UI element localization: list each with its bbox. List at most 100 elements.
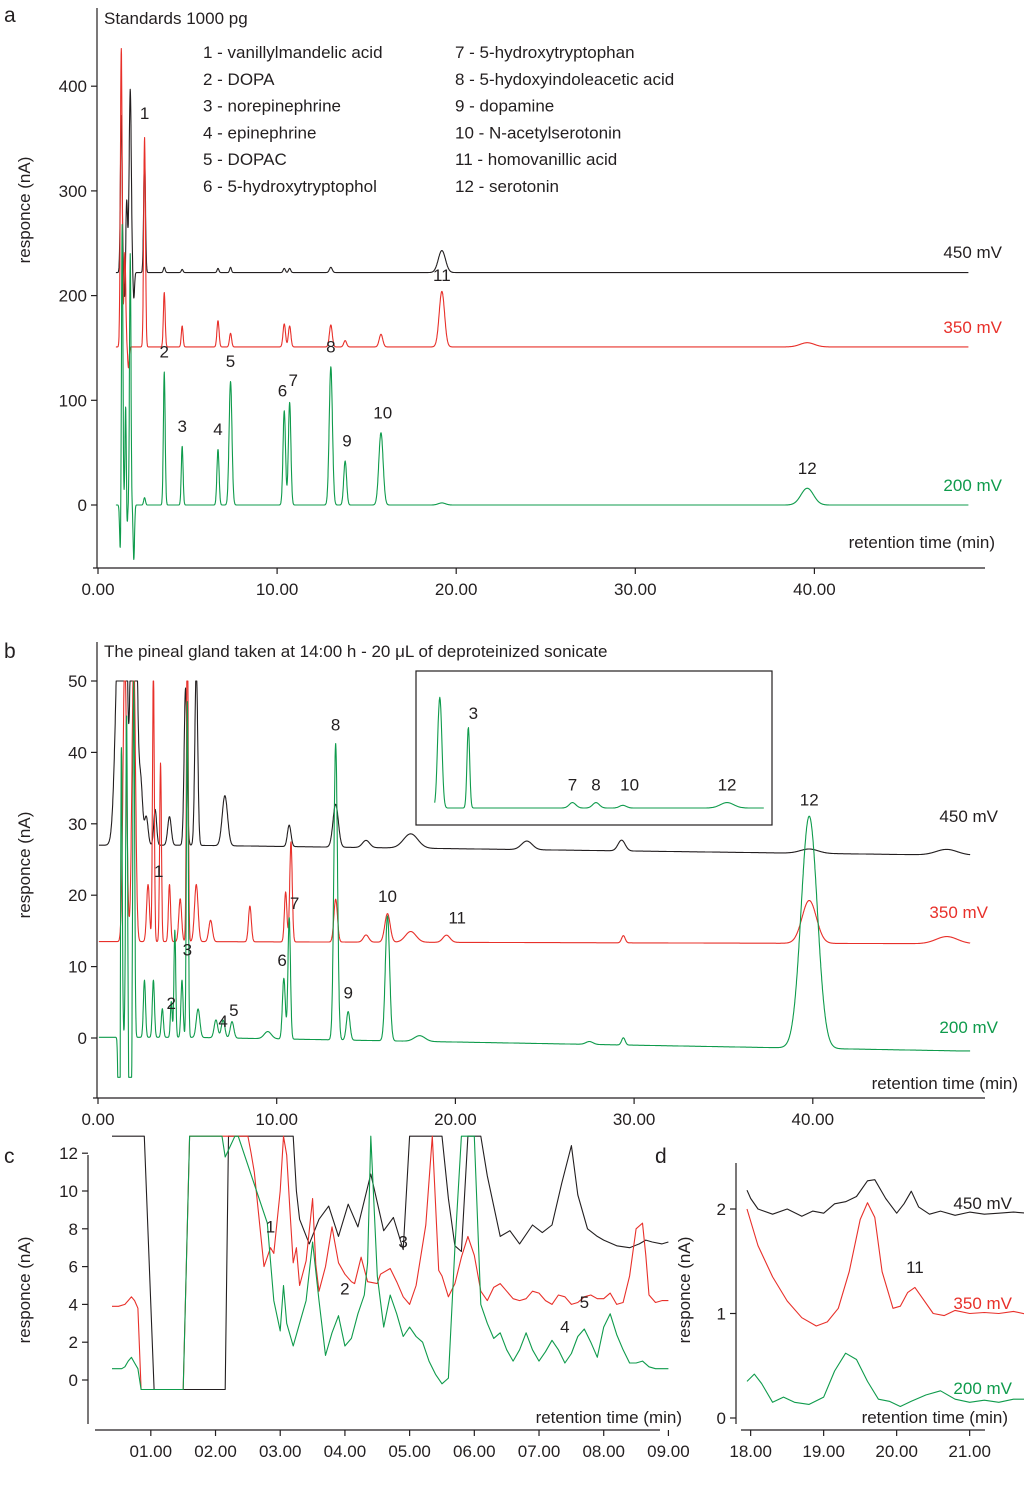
peak-label: 11 xyxy=(433,266,451,285)
peak-label: 10 xyxy=(378,887,397,906)
panel-d-label-450mv: 450 mV xyxy=(953,1194,1012,1213)
panel-d-letter: d xyxy=(655,1145,667,1168)
legend-entry: 1 - vanillylmandelic acid xyxy=(203,43,383,62)
trace-450mv xyxy=(746,1179,1024,1217)
panel-a-y-label: responce (nA) xyxy=(15,157,34,264)
legend-entry: 8 - 5-hydoxyindoleacetic acid xyxy=(455,70,674,89)
legend-entry: 9 - dopamine xyxy=(455,97,554,116)
panel-d-label-200mv: 200 mV xyxy=(953,1379,1012,1398)
legend-entry: 7 - 5-hydroxytryptophan xyxy=(455,43,635,62)
peak-label: 12 xyxy=(798,459,817,478)
x-tick-label: 20.00 xyxy=(875,1442,918,1461)
peak-label: 5 xyxy=(226,352,235,371)
trace-350mv xyxy=(112,1135,669,1391)
x-tick-label: 08.00 xyxy=(582,1442,625,1461)
x-tick-label: 04.00 xyxy=(324,1442,367,1461)
y-tick-label: 100 xyxy=(59,391,87,410)
legend-entry: 5 - DOPAC xyxy=(203,150,287,169)
x-tick-label: 01.00 xyxy=(130,1442,173,1461)
trace-200mv xyxy=(112,1135,669,1391)
peak-label: 12 xyxy=(800,791,819,810)
panel-a-title: Standards 1000 pg xyxy=(104,9,248,28)
panel-a-letter: a xyxy=(4,4,16,27)
inset-peak-label: 7 xyxy=(568,776,577,795)
legend-entry: 12 - serotonin xyxy=(455,177,559,196)
y-tick-label: 6 xyxy=(69,1258,78,1277)
y-tick-label: 200 xyxy=(59,287,87,306)
trace-350mv xyxy=(115,47,969,369)
panel-b: b The pineal gland taken at 14:00 h - 20… xyxy=(4,640,1018,1129)
legend-entry: 6 - 5-hydroxytryptophol xyxy=(203,177,377,196)
trace-450mv xyxy=(112,1135,669,1391)
peak-label: 2 xyxy=(167,994,176,1013)
panel-c-x-label: retention time (min) xyxy=(536,1408,682,1427)
y-tick-label: 0 xyxy=(717,1409,726,1428)
panel-c: c responce (nA) retention time (min) 01.… xyxy=(4,1135,690,1461)
x-tick-label: 09.00 xyxy=(647,1442,690,1461)
trace-200mv xyxy=(746,1352,1024,1408)
x-tick-label: 0.00 xyxy=(81,580,114,599)
panel-a-label-200mv: 200 mV xyxy=(943,476,1002,495)
peak-label: 3 xyxy=(398,1232,407,1251)
peak-label: 5 xyxy=(229,1001,238,1020)
y-tick-label: 10 xyxy=(68,958,87,977)
x-tick-label: 30.00 xyxy=(614,580,657,599)
panel-c-peak-labels: 1 2 3 45 xyxy=(266,1217,589,1336)
panel-d-y-label: responce (nA) xyxy=(675,1237,694,1344)
y-tick-label: 2 xyxy=(69,1333,78,1352)
y-tick-label: 300 xyxy=(59,182,87,201)
x-tick-label: 05.00 xyxy=(388,1442,431,1461)
panel-a-ticks: 0.00 10.00 20.00 30.00 40.00 0 100 200 300 400 xyxy=(59,77,836,599)
peak-label: 5 xyxy=(580,1293,589,1312)
y-tick-label: 8 xyxy=(69,1220,78,1239)
x-tick-label: 40.00 xyxy=(792,1110,835,1129)
x-tick-label: 02.00 xyxy=(194,1442,237,1461)
peak-label: 7 xyxy=(290,894,299,913)
panel-a-x-label: retention time (min) xyxy=(849,533,995,552)
peak-label: 3 xyxy=(183,940,192,959)
trace-200mv xyxy=(115,223,969,560)
peak-label: 6 xyxy=(277,951,286,970)
peak-label: 1 xyxy=(266,1217,275,1236)
panel-d-peak-labels: 11 xyxy=(906,1258,924,1277)
trace-350mv xyxy=(98,680,971,945)
x-tick-label: 20.00 xyxy=(434,1110,477,1129)
y-tick-label: 2 xyxy=(717,1200,726,1219)
peak-label: 4 xyxy=(218,1012,227,1031)
legend-entry: 2 - DOPA xyxy=(203,70,275,89)
y-tick-label: 12 xyxy=(59,1144,78,1163)
x-tick-label: 07.00 xyxy=(518,1442,561,1461)
panel-c-ticks: 01.00 02.00 03.00 04.00 05.00 06.00 07.00 08.00… xyxy=(59,1144,690,1461)
panel-b-y-label: responce (nA) xyxy=(15,812,34,919)
y-tick-label: 400 xyxy=(59,77,87,96)
inset-peak-label: 12 xyxy=(718,776,737,795)
y-tick-label: 50 xyxy=(68,672,87,691)
peak-label: 3 xyxy=(177,417,186,436)
compound-legend: 1 - vanillylmandelic acid 2 - DOPA 3 - nor… xyxy=(203,43,674,196)
panel-c-letter: c xyxy=(4,1145,15,1168)
panel-b-ticks: 0.00 10.00 20.00 30.00 40.00 0 10 20 30 40 50 xyxy=(68,672,834,1129)
panel-c-traces xyxy=(112,1135,669,1391)
peak-label: 4 xyxy=(560,1318,569,1337)
panel-d-label-350mv: 350 mV xyxy=(953,1294,1012,1313)
x-tick-label: 40.00 xyxy=(793,580,836,599)
x-tick-label: 19.00 xyxy=(802,1442,845,1461)
x-tick-label: 03.00 xyxy=(259,1442,302,1461)
inset-peak-label: 10 xyxy=(620,776,639,795)
peak-label: 2 xyxy=(160,343,169,362)
x-tick-label: 10.00 xyxy=(255,1110,298,1129)
panel-d-x-label: retention time (min) xyxy=(862,1408,1008,1427)
inset-trace: 3 7 8 10 12 xyxy=(434,696,764,809)
peak-label: 8 xyxy=(331,716,340,735)
x-tick-label: 06.00 xyxy=(453,1442,496,1461)
y-tick-label: 0 xyxy=(78,496,87,515)
panel-b-traces xyxy=(98,680,971,1078)
panel-d-traces xyxy=(746,1179,1024,1408)
y-tick-label: 30 xyxy=(68,815,87,834)
x-tick-label: 20.00 xyxy=(435,580,478,599)
inset-peak-label: 8 xyxy=(591,776,600,795)
legend-entry: 3 - norepinephrine xyxy=(203,97,341,116)
